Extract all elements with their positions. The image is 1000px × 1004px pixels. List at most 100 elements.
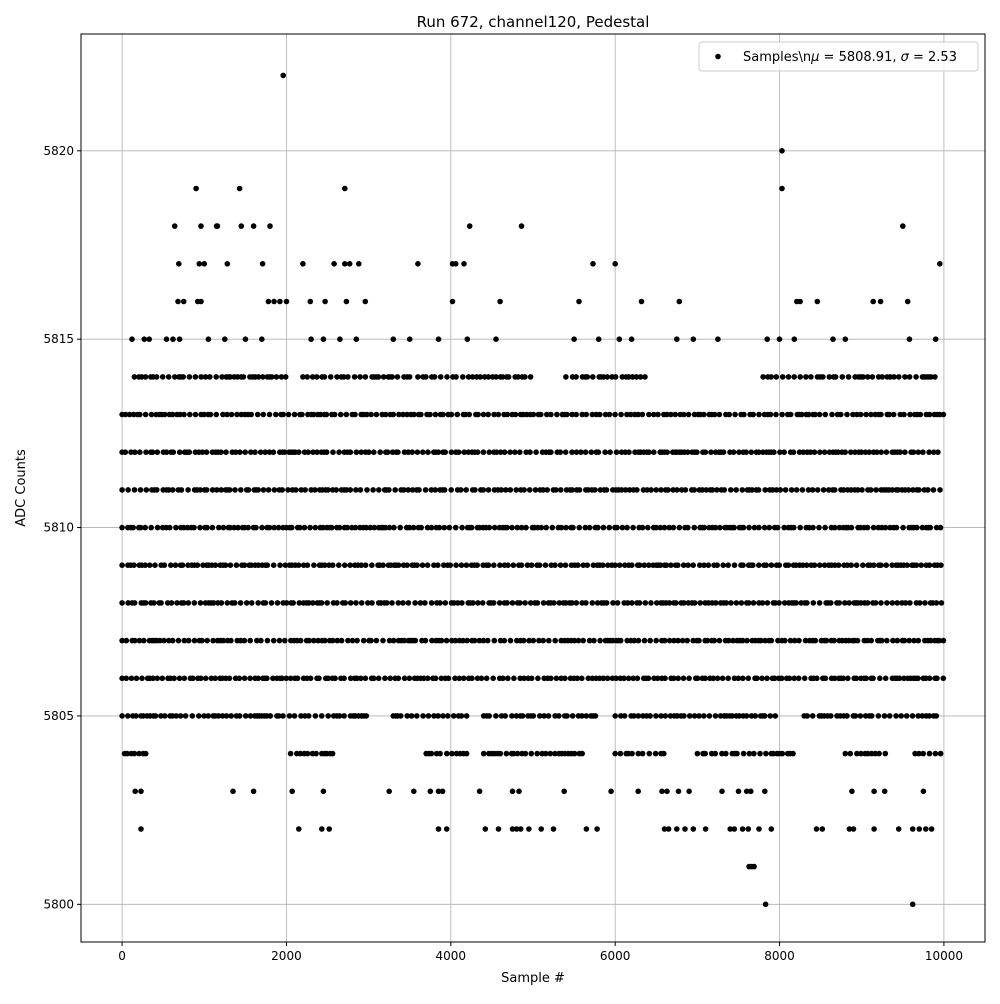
x-tick-label: 0 (118, 949, 126, 963)
data-point (822, 524, 828, 531)
data-point (325, 675, 331, 682)
legend-label: Samples\nμ = 5808.91, σ = 2.53 (743, 50, 957, 65)
data-point (329, 750, 336, 757)
data-point (831, 675, 838, 682)
data-point (913, 374, 919, 380)
data-point (169, 637, 176, 644)
data-point (564, 713, 570, 719)
data-point (446, 524, 453, 531)
data-point (380, 562, 386, 568)
data-point (236, 185, 243, 192)
data-point (822, 411, 829, 418)
data-point (143, 449, 149, 456)
data-point (362, 562, 369, 568)
data-point (606, 524, 613, 531)
data-point (776, 600, 782, 606)
data-point (438, 675, 445, 682)
data-point (821, 449, 828, 456)
data-point (219, 374, 225, 380)
data-point (259, 336, 265, 343)
data-point (173, 713, 179, 719)
data-point (222, 336, 228, 343)
data-point (199, 449, 206, 456)
data-point (674, 826, 680, 832)
data-point (404, 713, 411, 719)
data-point (389, 374, 396, 380)
data-point (166, 487, 172, 493)
data-point (474, 449, 481, 456)
data-point (898, 713, 904, 719)
data-point (395, 562, 402, 568)
data-point (318, 713, 325, 719)
data-points (119, 72, 947, 908)
data-point (816, 524, 822, 531)
data-point (863, 411, 869, 418)
data-point (871, 826, 877, 832)
data-point (730, 449, 737, 456)
data-point (725, 675, 731, 682)
data-point (569, 411, 575, 418)
data-point (505, 374, 512, 380)
data-point (897, 449, 903, 456)
data-point (554, 411, 560, 418)
data-point (401, 487, 407, 493)
data-point (762, 637, 768, 644)
data-point (550, 826, 557, 832)
data-point (686, 675, 692, 682)
data-point (774, 524, 781, 531)
data-point (326, 826, 333, 832)
data-point (259, 261, 266, 267)
data-point (152, 713, 159, 719)
data-point (918, 562, 924, 568)
data-point (926, 675, 933, 682)
data-point (926, 750, 933, 757)
data-point (812, 411, 818, 418)
data-point (788, 487, 795, 493)
data-point (214, 487, 220, 493)
data-point (562, 562, 569, 568)
data-point (910, 449, 917, 456)
data-point (666, 637, 673, 644)
data-point (906, 374, 913, 380)
data-point (461, 449, 468, 456)
data-point (618, 411, 624, 418)
data-point (123, 675, 130, 682)
data-point (586, 637, 593, 644)
data-point (441, 524, 448, 531)
data-point (435, 336, 442, 343)
data-point (909, 826, 916, 832)
data-point (509, 826, 516, 832)
data-point (629, 600, 635, 606)
data-point (919, 713, 926, 719)
data-point (761, 524, 768, 531)
data-point (296, 449, 302, 456)
data-point (213, 374, 219, 380)
data-point (779, 148, 785, 154)
data-point (209, 524, 216, 531)
data-point (180, 524, 187, 531)
data-point (661, 826, 668, 832)
data-point (659, 788, 665, 795)
data-point (371, 675, 377, 682)
data-point (233, 449, 239, 456)
data-point (138, 788, 144, 795)
data-point (314, 374, 320, 380)
data-point (938, 562, 944, 568)
data-point (437, 600, 443, 606)
data-point (176, 261, 182, 267)
data-point (310, 411, 317, 418)
data-point (514, 524, 521, 531)
data-point (816, 562, 823, 568)
data-point (176, 449, 183, 456)
data-point (295, 562, 302, 568)
data-point (428, 524, 435, 531)
data-point (940, 411, 947, 418)
data-point (122, 449, 129, 456)
data-point (422, 487, 429, 493)
data-point (321, 562, 328, 568)
data-point (810, 524, 816, 531)
data-point (386, 788, 393, 795)
data-point (504, 600, 510, 606)
data-point (392, 487, 399, 493)
data-point (503, 487, 509, 493)
